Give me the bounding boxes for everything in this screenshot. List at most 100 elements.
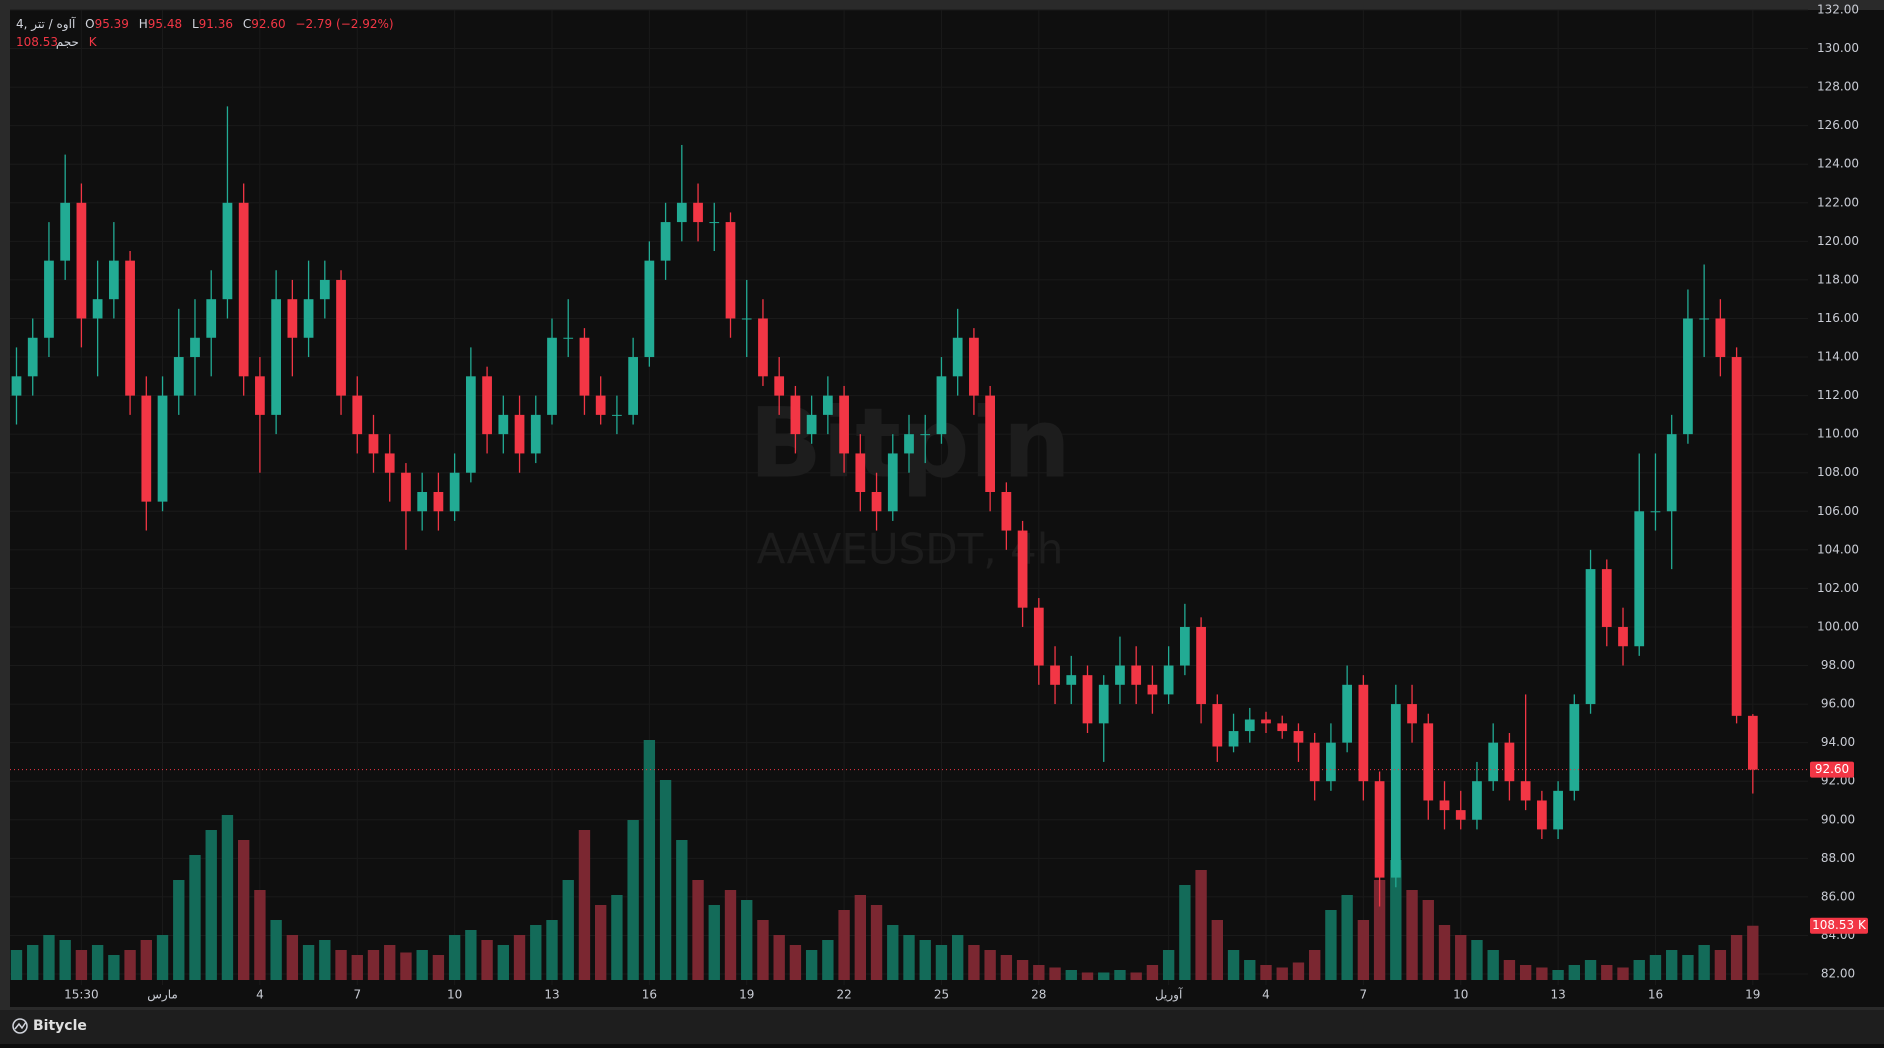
y-tick-label: 114.00: [1817, 350, 1859, 364]
x-tick-label: 19: [1745, 988, 1760, 1002]
volume-bar: [968, 945, 980, 980]
volume-bar: [189, 855, 201, 980]
y-tick-label: 100.00: [1817, 619, 1859, 633]
volume-bar: [1390, 860, 1402, 980]
candle-body: [1115, 665, 1125, 685]
candle-body: [465, 376, 476, 473]
volume-bar: [935, 945, 948, 980]
candle-body: [1650, 511, 1661, 513]
candle-body: [1699, 318, 1710, 320]
volume-bar: [546, 920, 558, 980]
header: آاوه / تتر ,4 O95.39 H95.48 L91.36 C92.6…: [16, 16, 394, 32]
volume-bar: [497, 945, 509, 980]
candle-body: [44, 260, 54, 338]
l-key: L: [192, 17, 199, 31]
volume-bar: [1016, 960, 1029, 980]
volume-bar: [237, 840, 250, 980]
candle-body: [774, 376, 785, 396]
volume-bar: [692, 880, 704, 980]
candle-body: [1277, 723, 1288, 732]
candle-body: [1163, 665, 1174, 695]
volume-bar: [676, 840, 688, 980]
footer-logo: [12, 1018, 28, 1034]
volume-bar: [1114, 970, 1126, 980]
candle-body: [644, 260, 655, 358]
h-val: 95.48: [148, 17, 182, 31]
candle-body: [758, 318, 768, 377]
candle-body: [1715, 318, 1726, 358]
volume-bar: [1049, 967, 1061, 980]
volume-bar: [1276, 967, 1288, 980]
x-tick-label: 4: [1262, 988, 1270, 1002]
volume-bar: [173, 880, 185, 980]
volume-bar: [1406, 890, 1418, 980]
change: −2.79 (−2.92%): [295, 17, 393, 31]
candle-body: [1731, 357, 1742, 716]
y-tick-label: 124.00: [1817, 157, 1859, 171]
x-tick-label: مارس: [147, 988, 178, 1003]
last-volume-tag: [1810, 917, 1868, 934]
candle-body: [822, 395, 833, 415]
c-key: C: [243, 17, 251, 31]
volume-bar: [1325, 910, 1337, 980]
volume-bar: [254, 890, 266, 980]
candle-body: [141, 395, 152, 502]
candle-body: [125, 260, 135, 396]
y-tick-label: 120.00: [1817, 234, 1859, 248]
candle-body: [11, 376, 22, 396]
volume-bar: [1682, 955, 1694, 980]
x-tick-label: 13: [544, 988, 559, 1002]
c-val: 92.60: [251, 17, 285, 31]
volume-bar: [124, 950, 136, 980]
candle-body: [1244, 719, 1255, 732]
candle-body: [222, 202, 233, 300]
y-tick-label: 110.00: [1817, 427, 1859, 441]
candle-body: [255, 376, 265, 415]
candle-body: [1179, 626, 1190, 666]
volume-bar: [1033, 965, 1045, 980]
volume-bar: [465, 930, 477, 980]
volume-bar: [1536, 967, 1548, 980]
candle-body: [1147, 684, 1158, 695]
volume-bar: [286, 935, 299, 980]
x-tick-label: 22: [836, 988, 851, 1002]
volume-bar: [1471, 940, 1483, 980]
candle-body: [1196, 626, 1206, 705]
y-tick-label: 108.00: [1817, 465, 1859, 479]
volume-bar: [59, 940, 71, 980]
x-tick-label: 28: [1031, 988, 1046, 1002]
candle-body: [790, 395, 801, 435]
candle-body: [1374, 781, 1385, 878]
volume-bar: [1373, 880, 1386, 980]
candle-body: [1569, 704, 1580, 791]
candle-body: [271, 299, 281, 415]
candle-body: [1601, 569, 1612, 627]
volume-bar: [1146, 965, 1159, 980]
y-tick-label: 104.00: [1817, 542, 1859, 556]
volume-bar: [594, 905, 607, 980]
volume-bar: [1730, 935, 1743, 980]
y-tick-label: 116.00: [1817, 311, 1859, 325]
last-price-label: 92.60: [1815, 762, 1849, 776]
volume-bar: [1503, 960, 1516, 980]
volume-bar: [1601, 965, 1613, 980]
volume-bar: [1568, 965, 1581, 980]
y-tick-label: 82.00: [1821, 967, 1855, 981]
candle-body: [1098, 684, 1109, 724]
y-tick-label: 96.00: [1821, 697, 1855, 711]
candle-body: [904, 434, 914, 454]
candle-body: [1585, 569, 1596, 705]
x-tick-label: آوریل: [1155, 987, 1183, 1003]
volume-bar: [1130, 972, 1142, 980]
volume-bar: [43, 935, 55, 980]
candle-body: [1358, 684, 1369, 782]
volume-bar: [1714, 950, 1727, 980]
candle-body: [1520, 781, 1531, 801]
volume-bar: [319, 940, 331, 980]
volume-pane: [10, 740, 1759, 980]
volume-bar: [1584, 960, 1597, 980]
candle-body: [1488, 742, 1499, 782]
l-val: 91.36: [199, 17, 233, 31]
symbol: آاوه / تتر ,4: [16, 16, 76, 32]
